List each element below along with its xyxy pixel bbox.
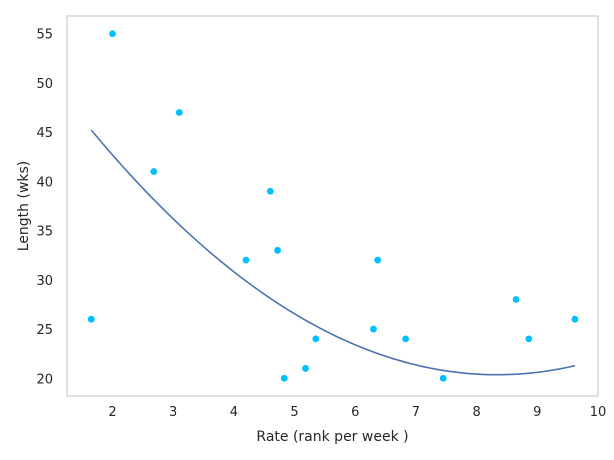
y-axis-ticks: 20 25 30 35 40 45 50 55 <box>36 28 53 388</box>
y-tick-label: 25 <box>36 323 53 338</box>
x-tick-label: 3 <box>169 405 177 420</box>
y-tick-label: 30 <box>36 274 53 289</box>
data-point <box>312 335 320 343</box>
data-point <box>274 246 281 254</box>
plot-frame <box>66 15 599 397</box>
fit-curve <box>90 129 576 376</box>
x-axis-ticks: 2 3 4 5 6 7 8 9 10 <box>108 405 606 420</box>
data-point <box>512 296 520 303</box>
data-point <box>374 256 382 264</box>
x-tick-label: 7 <box>412 405 420 420</box>
data-point <box>525 335 533 343</box>
data-point <box>266 187 274 195</box>
y-tick-label: 45 <box>36 126 53 141</box>
data-point <box>109 30 116 38</box>
x-tick-label: 2 <box>108 405 116 420</box>
x-tick-label: 8 <box>472 405 480 420</box>
data-point <box>175 109 183 116</box>
y-tick-label: 35 <box>36 225 53 240</box>
data-point <box>302 365 309 372</box>
x-tick-label: 6 <box>351 405 359 420</box>
x-axis-label: Rate (rank per week ) <box>256 429 408 445</box>
data-point <box>280 374 288 382</box>
x-tick-label: 4 <box>230 405 238 420</box>
data-point <box>439 374 447 382</box>
data-point <box>87 315 95 323</box>
x-tick-label: 9 <box>533 405 541 420</box>
points-layer <box>87 30 579 382</box>
fit-layer <box>90 129 576 376</box>
y-tick-label: 55 <box>36 28 53 43</box>
x-tick-label: 5 <box>290 405 298 420</box>
x-tick-label: 10 <box>590 405 607 420</box>
y-axis-label: Length (wks) <box>16 161 32 252</box>
data-point <box>242 256 250 264</box>
data-point <box>370 325 377 333</box>
data-point <box>571 315 579 323</box>
data-point <box>402 335 410 343</box>
y-tick-label: 40 <box>36 175 53 190</box>
y-tick-label: 20 <box>36 372 53 387</box>
data-point <box>150 168 158 175</box>
y-tick-label: 50 <box>36 77 53 92</box>
